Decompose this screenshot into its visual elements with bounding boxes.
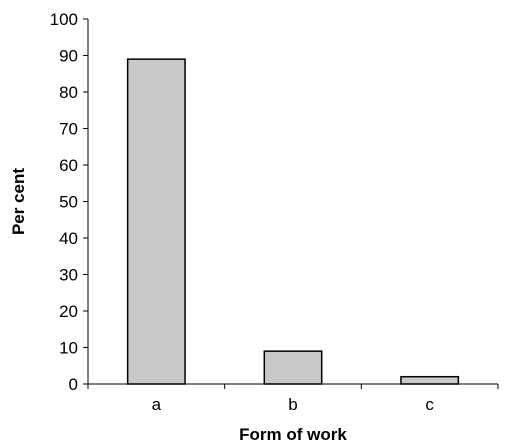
bar-b xyxy=(263,350,323,385)
x-axis-title: Form of work xyxy=(239,425,347,444)
y-tick-label: 50 xyxy=(59,193,78,212)
y-tick-label: 80 xyxy=(59,83,78,102)
y-axis-title: Per cent xyxy=(9,168,28,235)
x-tick-label: c xyxy=(425,395,434,414)
y-tick-label: 100 xyxy=(50,10,78,29)
y-tick-label: 60 xyxy=(59,156,78,175)
bar-c xyxy=(400,375,460,385)
bar-a xyxy=(126,58,186,385)
y-tick-label: 70 xyxy=(59,120,78,139)
x-tick-label: a xyxy=(152,395,162,414)
y-tick-label: 10 xyxy=(59,339,78,358)
bars xyxy=(126,58,460,385)
x-tick-label: b xyxy=(288,395,297,414)
y-tick-label: 0 xyxy=(69,375,78,394)
y-tick-label: 20 xyxy=(59,302,78,321)
y-tick-label: 30 xyxy=(59,266,78,285)
y-tick-label: 90 xyxy=(59,47,78,66)
y-axis-ticks: 0 10 20 30 40 50 60 70 80 90 100 xyxy=(50,10,88,394)
x-axis-ticks: a b c xyxy=(87,384,499,414)
y-tick-label: 40 xyxy=(59,229,78,248)
